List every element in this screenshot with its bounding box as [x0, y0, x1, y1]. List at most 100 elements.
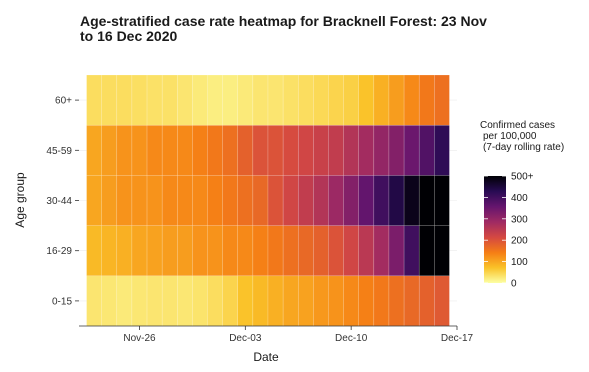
heatmap-cell: [86, 175, 102, 226]
heatmap-cell: [328, 74, 344, 126]
heatmap-cell: [297, 74, 314, 126]
heatmap-cell: [267, 225, 284, 277]
heatmap-cell: [297, 275, 314, 327]
heatmap-cell: [146, 74, 163, 126]
heatmap-cell: [267, 74, 284, 126]
heatmap-cell: [297, 175, 314, 226]
heatmap-cell: [313, 74, 329, 126]
heatmap-cell: [252, 175, 269, 226]
legend-title-line: per 100,000: [483, 131, 537, 142]
heatmap-cell: [267, 124, 284, 176]
heatmap-cell: [328, 225, 344, 277]
y-tick-label: 0-15: [52, 296, 72, 307]
heatmap-cell: [116, 275, 133, 327]
heatmap-cell: [358, 225, 375, 277]
heatmap-cell: [116, 225, 133, 277]
heatmap-cell: [418, 74, 435, 126]
heatmap-cell: [343, 225, 359, 277]
heatmap-cell: [161, 124, 178, 176]
heatmap-cell: [418, 124, 435, 176]
heatmap-cell: [328, 124, 344, 176]
heatmap-cell: [116, 175, 133, 226]
heatmap-cell: [177, 175, 193, 226]
heatmap-cell: [343, 124, 359, 176]
heatmap-cell: [358, 74, 375, 126]
heatmap-cell: [297, 225, 314, 277]
legend-tick-label: 100: [511, 257, 528, 268]
heatmap-cell: [86, 225, 102, 277]
legend-ticks: 0 100 200 300 400 500+: [484, 172, 534, 290]
heatmap-cell: [161, 175, 178, 226]
legend-colorbar: [484, 176, 506, 283]
heatmap-cell: [252, 225, 269, 277]
heatmap-cell: [252, 124, 269, 176]
heatmap-cell: [222, 175, 239, 226]
heatmap-cell: [403, 175, 420, 226]
heatmap-cell: [237, 74, 254, 126]
x-axis-title: Date: [253, 350, 279, 364]
heatmap-cell: [237, 225, 254, 277]
heatmap-cell: [207, 225, 223, 277]
heatmap-cell: [343, 175, 359, 226]
heatmap-cell: [86, 275, 102, 327]
y-tick-label: 30-44: [46, 196, 72, 207]
chart-title: Age-stratified case rate heatmap for Bra…: [80, 13, 487, 44]
heatmap-cell: [222, 124, 239, 176]
heatmap-cell: [403, 225, 420, 277]
heatmap-cell: [116, 124, 133, 176]
x-tick-label: Nov-26: [123, 333, 156, 344]
heatmap-cell: [434, 124, 450, 176]
heatmap-cell: [252, 275, 269, 327]
heatmap-cell: [418, 175, 435, 226]
heatmap-cell: [313, 225, 329, 277]
heatmap-cell: [373, 74, 390, 126]
heatmap-cell: [418, 225, 435, 277]
heatmap-cell: [388, 275, 405, 327]
heatmap-cell: [101, 175, 118, 226]
heatmap-cell: [358, 275, 375, 327]
heatmap-cell: [403, 124, 420, 176]
x-axis: Nov-26 Dec-03 Dec-10 Dec-17: [79, 325, 474, 344]
heatmap-cell: [222, 74, 239, 126]
y-axis-title: Age group: [13, 172, 27, 228]
heatmap-cell: [297, 124, 314, 176]
heatmap-cell: [434, 74, 450, 126]
y-axis: 0-15 16-29 30-44 45-59 60+: [46, 96, 79, 307]
heatmap-cell: [86, 74, 102, 126]
legend-tick-label: 500+: [511, 172, 534, 183]
heatmap-cell: [237, 275, 254, 327]
heatmap-cell: [146, 124, 163, 176]
heatmap-cell: [282, 124, 299, 176]
heatmap-cell: [343, 74, 359, 126]
heatmap-cell: [373, 225, 390, 277]
legend-tick-label: 0: [511, 279, 517, 290]
heatmap-cell: [146, 225, 163, 277]
heatmap-cell: [434, 275, 450, 327]
heatmap-cell: [313, 275, 329, 327]
heatmap-cell: [161, 225, 178, 277]
heatmap-cell: [313, 124, 329, 176]
heatmap-cell: [237, 124, 254, 176]
y-tick-label: 16-29: [46, 246, 72, 257]
heatmap-cell: [86, 124, 102, 176]
heatmap-cell: [388, 74, 405, 126]
heatmap-cell: [373, 124, 390, 176]
heatmap-cell: [161, 275, 178, 327]
heatmap-cell: [207, 275, 223, 327]
heatmap-cell: [161, 74, 178, 126]
heatmap-cell: [282, 175, 299, 226]
legend-tick-label: 200: [511, 236, 528, 247]
heatmap-cell: [177, 225, 193, 277]
legend-tick-label: 400: [511, 193, 528, 204]
heatmap-cell: [207, 124, 223, 176]
heatmap-cell: [207, 74, 223, 126]
heatmap-cell: [192, 175, 208, 226]
heatmap-cell: [192, 275, 208, 327]
color-legend: Confirmed cases per 100,000 (7-day rolling…: [480, 120, 564, 290]
heatmap-cell: [146, 175, 163, 226]
heatmap-cell: [177, 74, 193, 126]
x-tick-label: Dec-17: [441, 333, 474, 344]
heatmap-cell: [403, 74, 420, 126]
heatmap-cell: [403, 275, 420, 327]
